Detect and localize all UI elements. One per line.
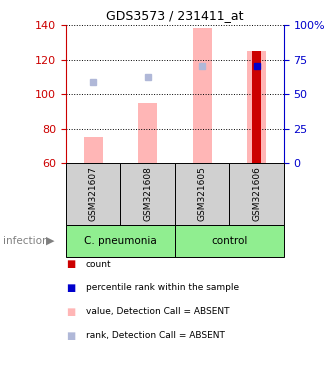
Text: count: count bbox=[86, 260, 112, 269]
Text: ▶: ▶ bbox=[46, 236, 55, 246]
Text: ■: ■ bbox=[66, 259, 75, 269]
Text: GSM321606: GSM321606 bbox=[252, 167, 261, 221]
Text: GSM321605: GSM321605 bbox=[198, 167, 207, 221]
Bar bbox=[84, 137, 103, 163]
Text: GSM321607: GSM321607 bbox=[89, 167, 98, 221]
Title: GDS3573 / 231411_at: GDS3573 / 231411_at bbox=[106, 9, 244, 22]
Bar bbox=[252, 51, 261, 163]
Text: ■: ■ bbox=[66, 283, 75, 293]
Text: value, Detection Call = ABSENT: value, Detection Call = ABSENT bbox=[86, 307, 229, 316]
Bar bbox=[138, 103, 157, 163]
Text: ■: ■ bbox=[66, 331, 75, 341]
Text: ■: ■ bbox=[66, 307, 75, 317]
Bar bbox=[193, 28, 212, 163]
Text: C. pneumonia: C. pneumonia bbox=[84, 236, 157, 246]
Text: GSM321608: GSM321608 bbox=[143, 167, 152, 221]
Text: control: control bbox=[211, 236, 248, 246]
Text: rank, Detection Call = ABSENT: rank, Detection Call = ABSENT bbox=[86, 331, 225, 340]
Text: percentile rank within the sample: percentile rank within the sample bbox=[86, 283, 239, 293]
Bar bbox=[247, 51, 266, 163]
Text: infection: infection bbox=[3, 236, 49, 246]
